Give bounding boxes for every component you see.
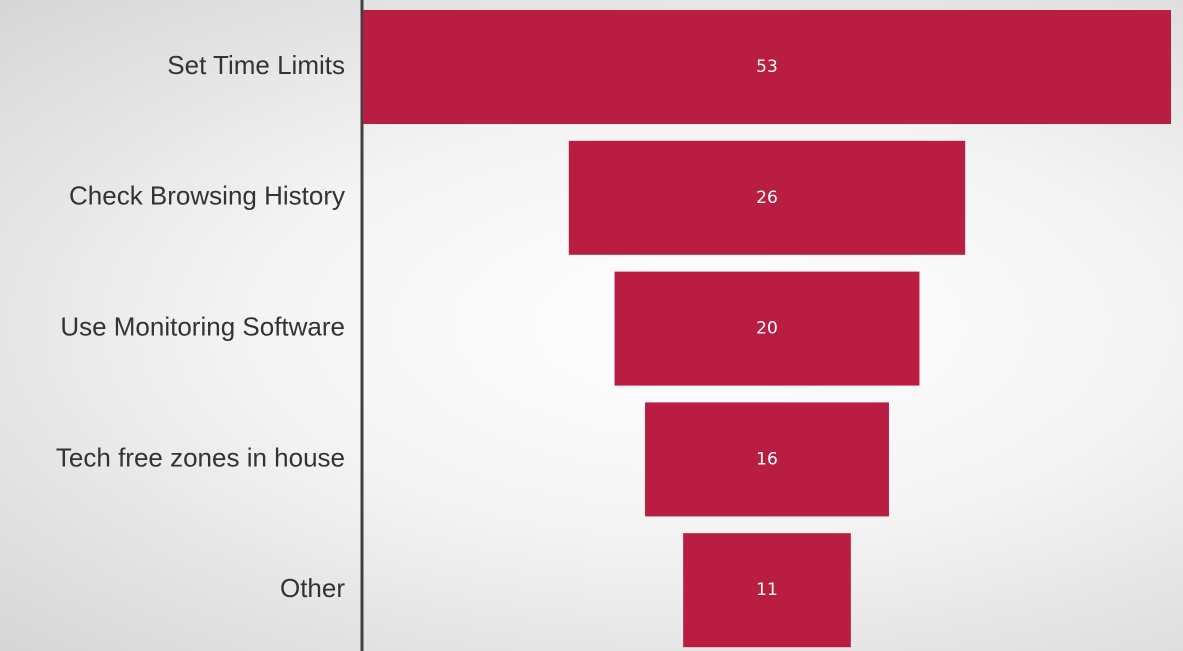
value-label: 53	[756, 57, 778, 77]
value-label: 26	[756, 188, 778, 208]
category-label: Check Browsing History	[69, 181, 345, 211]
category-label: Use Monitoring Software	[60, 311, 345, 341]
bar	[645, 402, 889, 517]
value-label: 16	[756, 449, 778, 469]
category-label: Set Time Limits	[167, 50, 345, 80]
bar	[363, 10, 1171, 124]
category-label: Other	[280, 573, 345, 603]
value-label: 11	[756, 580, 778, 600]
value-label: 20	[756, 319, 778, 339]
bar	[614, 271, 920, 386]
bar	[568, 140, 966, 255]
bar	[683, 533, 851, 648]
category-label: Tech free zones in house	[56, 442, 345, 472]
